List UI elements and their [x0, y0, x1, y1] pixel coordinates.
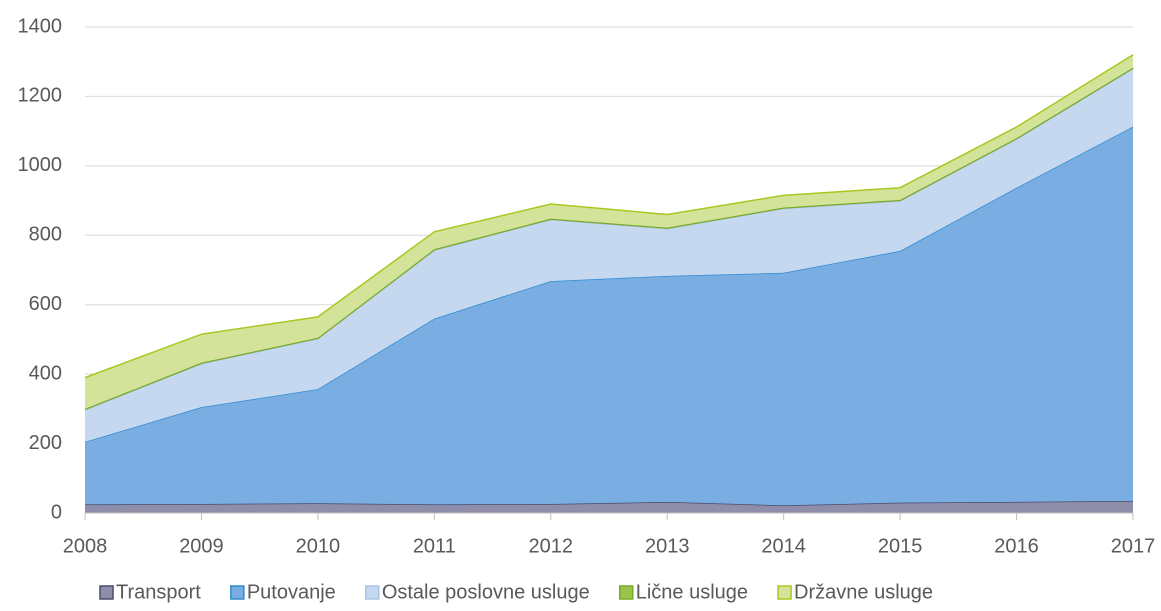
- area-fill: [85, 126, 1133, 506]
- x-tick-label: 2014: [761, 535, 806, 557]
- legend-swatch: [618, 585, 634, 600]
- legend-label: Lične usluge: [636, 581, 748, 603]
- legend-swatch: [99, 585, 114, 600]
- y-tick-label: 0: [51, 501, 62, 523]
- area-line: [84, 54, 1134, 379]
- x-tick-label: 2008: [63, 535, 108, 557]
- y-tick-label: 1000: [18, 154, 63, 176]
- y-tick-label: 600: [29, 293, 62, 315]
- legend-swatch: [777, 585, 792, 600]
- y-tick-label: 1200: [18, 85, 63, 107]
- x-tick-label: 2015: [878, 535, 923, 557]
- x-tick-label: 2012: [529, 535, 574, 557]
- legend-label: Ostale poslovne usluge: [382, 581, 590, 603]
- x-tick-label: 2009: [179, 535, 224, 557]
- legend-swatch: [230, 585, 245, 600]
- x-tick-label: 2011: [413, 535, 456, 557]
- x-tick-label: 2017: [1111, 535, 1156, 557]
- y-tick-label: 800: [29, 224, 62, 246]
- x-tick-label: 2010: [296, 535, 341, 557]
- x-tick-label: 2013: [645, 535, 690, 557]
- y-tick-label: 200: [29, 432, 62, 454]
- legend-label: Putovanje: [247, 581, 336, 603]
- area-fill: [85, 68, 1133, 442]
- legend-label: Državne usluge: [794, 581, 933, 603]
- y-tick-label: 1400: [18, 15, 63, 37]
- y-tick-label: 400: [29, 362, 62, 384]
- legend-label: Transport: [116, 581, 201, 603]
- x-tick-label: 2016: [994, 535, 1039, 557]
- legend-swatch: [365, 585, 380, 600]
